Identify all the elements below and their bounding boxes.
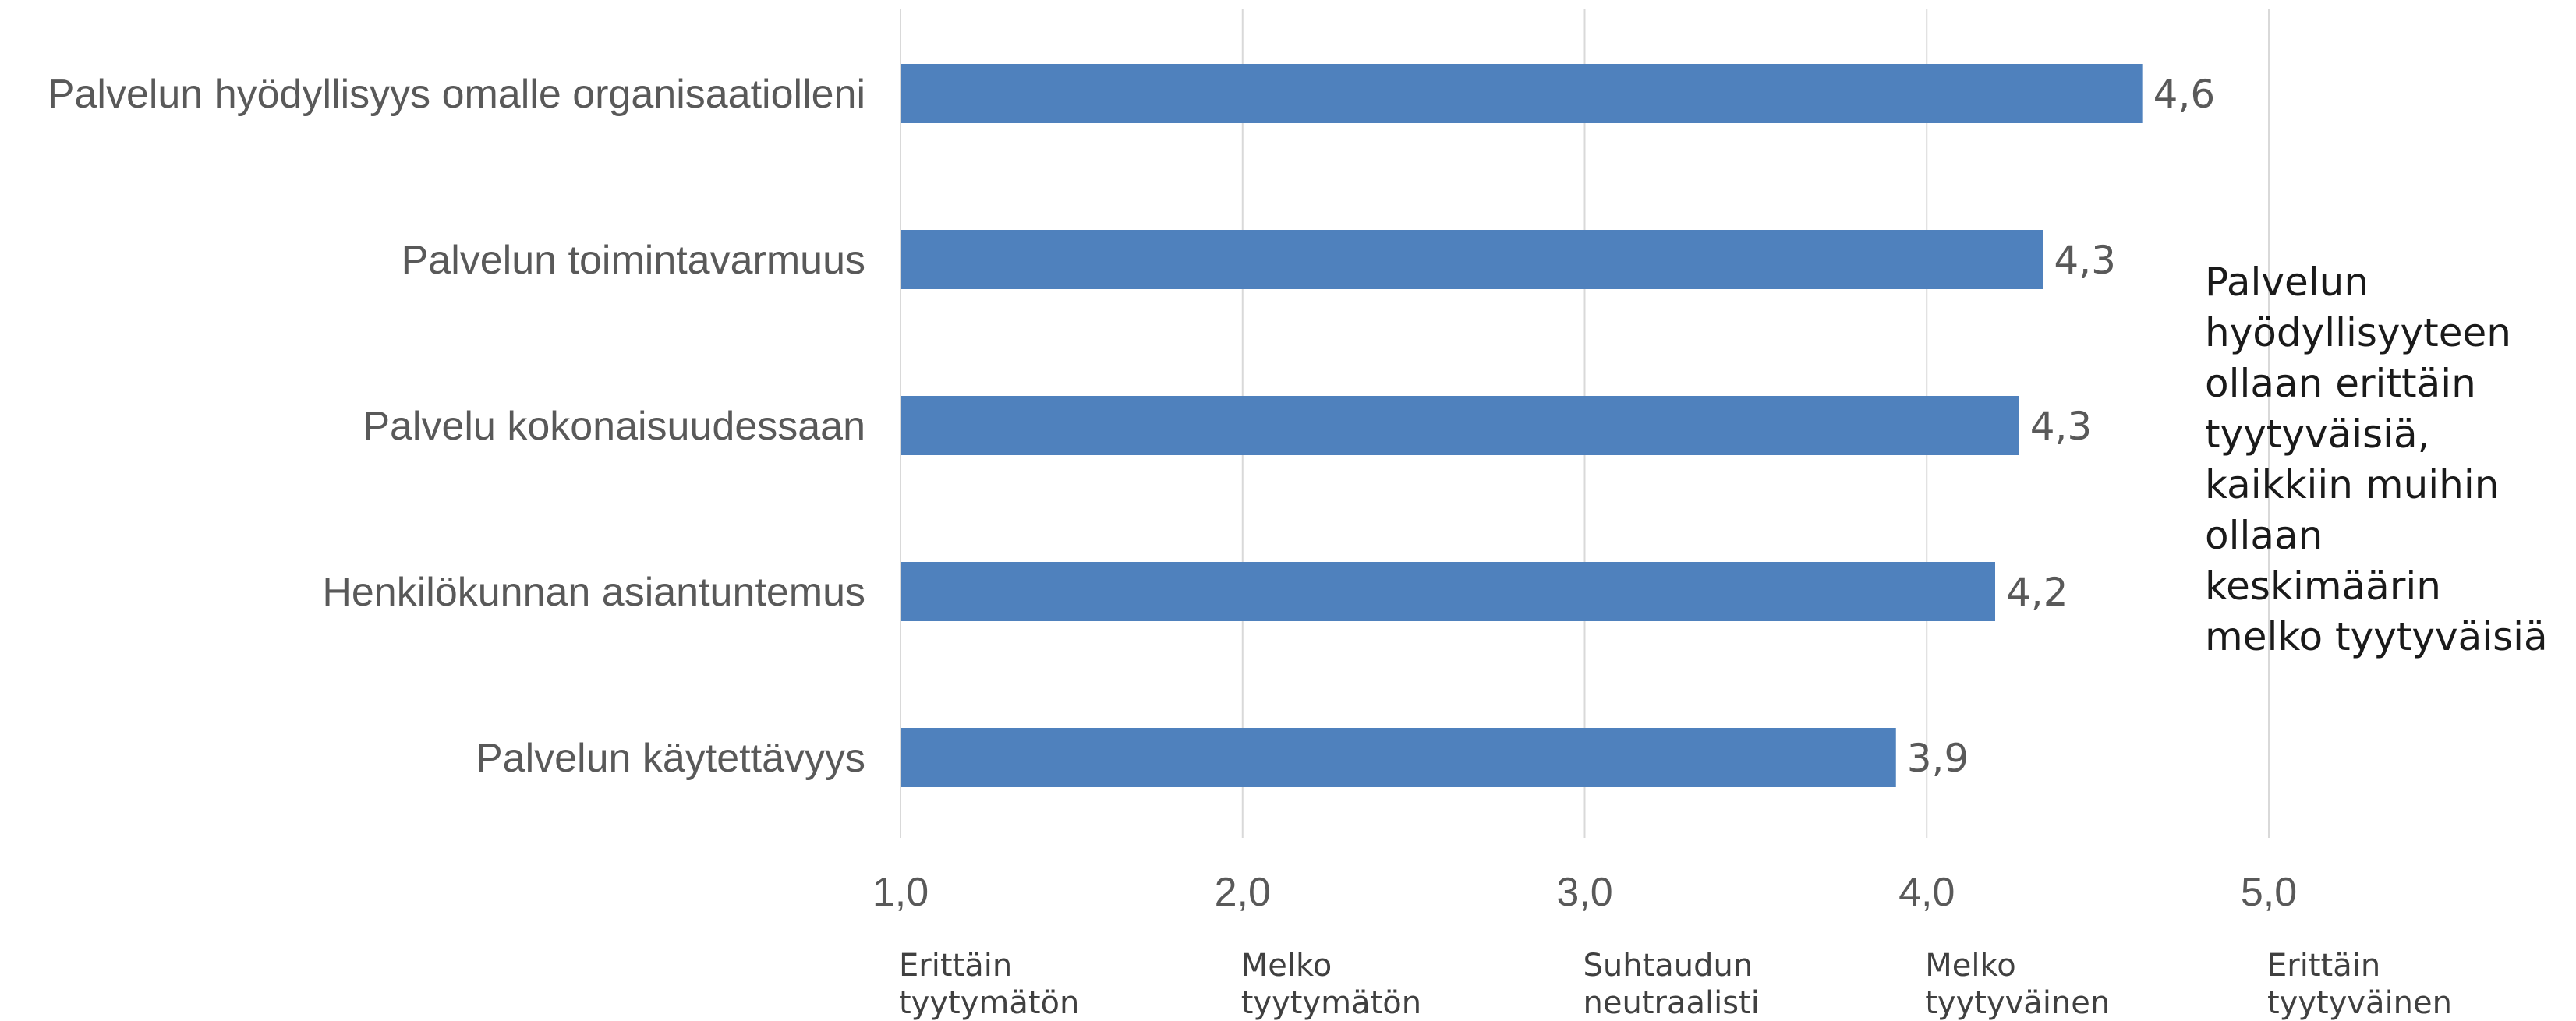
category-label: Palvelun hyödyllisyys omalle organisaati… bbox=[48, 72, 865, 117]
scale-description: tyytyväinen bbox=[2267, 985, 2452, 1021]
value-labels: 4,6 4,3 4,3 4,2 3,9 bbox=[1907, 72, 2215, 781]
category-label: Palvelun toimintavarmuus bbox=[402, 238, 865, 283]
annotation-line: kaikkiin muihin bbox=[2205, 462, 2500, 507]
value-label: 4,6 bbox=[2153, 72, 2216, 117]
annotation-line: keskimäärin bbox=[2205, 563, 2441, 609]
annotation-line: melko tyytyväisiä bbox=[2205, 614, 2548, 659]
annotation-line: ollaan erittäin bbox=[2205, 361, 2476, 406]
category-label: Palvelu kokonaisuudessaan bbox=[363, 404, 865, 449]
x-tick-label: 2,0 bbox=[1215, 870, 1271, 915]
x-tick-label: 4,0 bbox=[1898, 870, 1955, 915]
category-label: Palvelun käytettävyys bbox=[476, 736, 865, 781]
annotation-line: hyödyllisyyteen bbox=[2205, 310, 2511, 355]
scale-description: Erittäin bbox=[899, 948, 1012, 984]
value-label: 4,3 bbox=[2054, 238, 2116, 283]
scale-description: tyytyväinen bbox=[1925, 985, 2110, 1021]
scale-description: Melko bbox=[1241, 948, 1332, 984]
bars bbox=[901, 64, 2143, 787]
bar bbox=[901, 728, 1896, 787]
annotation-line: Palvelun bbox=[2205, 260, 2369, 305]
x-tick-label: 3,0 bbox=[1556, 870, 1612, 915]
value-label: 3,9 bbox=[1907, 736, 1969, 781]
x-tick-label: 5,0 bbox=[2241, 870, 2297, 915]
annotation-line: tyytyväisiä, bbox=[2205, 412, 2430, 457]
value-label: 4,3 bbox=[2030, 404, 2093, 449]
x-axis-tick-labels: 1,0 2,0 3,0 4,0 5,0 bbox=[872, 870, 2297, 915]
scale-description: Suhtaudun bbox=[1583, 948, 1753, 984]
scale-description: Melko bbox=[1925, 948, 2015, 984]
category-label: Henkilökunnan asiantuntemus bbox=[322, 570, 865, 615]
category-labels: Palvelun hyödyllisyys omalle organisaati… bbox=[48, 72, 865, 781]
scale-description: Erittäin bbox=[2267, 948, 2380, 984]
annotation-line: ollaan bbox=[2205, 513, 2323, 558]
bar bbox=[901, 64, 2143, 123]
value-label: 4,2 bbox=[2006, 570, 2068, 615]
scale-description: tyytymätön bbox=[1241, 985, 1421, 1021]
scale-description: tyytymätön bbox=[899, 985, 1079, 1021]
bar bbox=[901, 230, 2043, 289]
annotation-text: Palvelun hyödyllisyyteen ollaan erittäin… bbox=[2205, 257, 2564, 662]
scale-description: neutraalisti bbox=[1583, 985, 1760, 1021]
scale-descriptions: ErittäintyytymätönMelkotyytymätönSuhtaud… bbox=[899, 948, 2452, 1021]
bar bbox=[901, 562, 1995, 621]
bar bbox=[901, 396, 2019, 455]
x-tick-label: 1,0 bbox=[872, 870, 929, 915]
